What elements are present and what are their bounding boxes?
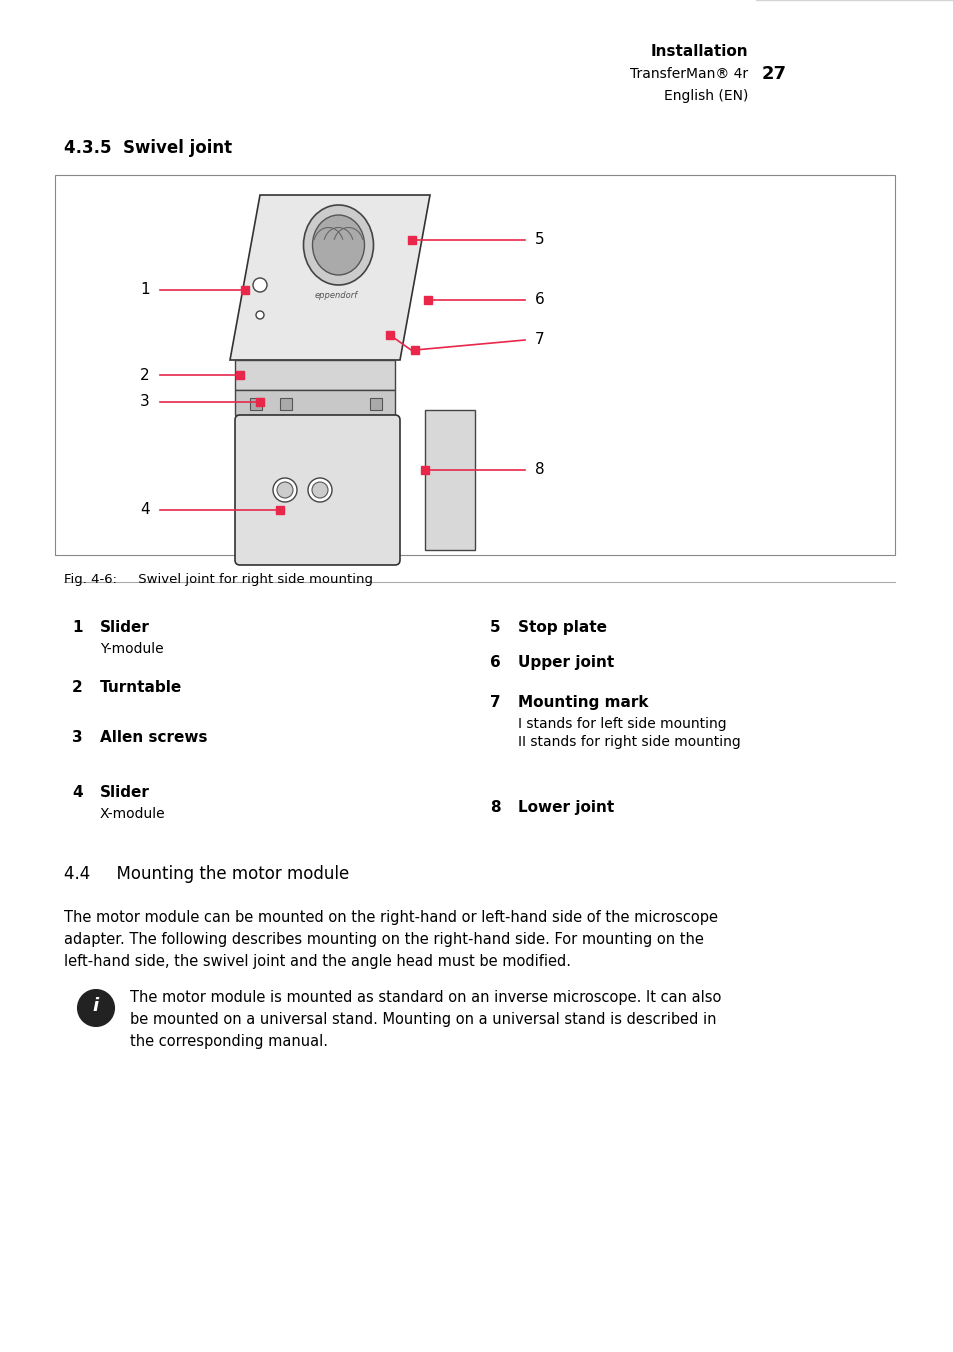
Bar — [241, 287, 249, 293]
Text: 4.3.5  Swivel joint: 4.3.5 Swivel joint — [64, 139, 232, 157]
Text: The motor module can be mounted on the right-hand or left-hand side of the micro: The motor module can be mounted on the r… — [64, 910, 718, 925]
Text: 5: 5 — [535, 233, 544, 247]
Circle shape — [276, 483, 293, 498]
Text: Allen screws: Allen screws — [100, 730, 208, 745]
Polygon shape — [230, 195, 430, 360]
Text: Slider: Slider — [100, 786, 150, 800]
Circle shape — [273, 479, 296, 502]
Text: 8: 8 — [535, 462, 544, 477]
Text: i: i — [92, 996, 99, 1015]
Bar — [275, 506, 284, 514]
Text: Fig. 4-6:     Swivel joint for right side mounting: Fig. 4-6: Swivel joint for right side mo… — [64, 573, 373, 587]
Bar — [250, 397, 262, 410]
Text: 1: 1 — [140, 283, 150, 297]
Text: 1: 1 — [71, 621, 82, 635]
Text: the corresponding manual.: the corresponding manual. — [130, 1034, 328, 1049]
Text: Slider: Slider — [100, 621, 150, 635]
Text: 6: 6 — [535, 292, 544, 307]
Text: II stands for right side mounting: II stands for right side mounting — [517, 735, 740, 749]
Text: Installation: Installation — [650, 45, 747, 59]
Ellipse shape — [303, 206, 374, 285]
Text: TransferMan® 4r: TransferMan® 4r — [629, 68, 747, 81]
Text: Upper joint: Upper joint — [517, 654, 614, 671]
Circle shape — [78, 990, 113, 1026]
Text: Turntable: Turntable — [100, 680, 182, 695]
Circle shape — [253, 279, 267, 292]
Text: The motor module is mounted as standard on an inverse microscope. It can also: The motor module is mounted as standard … — [130, 990, 720, 1005]
Text: 7: 7 — [490, 695, 500, 710]
Bar — [234, 389, 395, 415]
Circle shape — [255, 311, 264, 319]
Text: 5: 5 — [490, 621, 500, 635]
Circle shape — [312, 483, 328, 498]
Text: 2: 2 — [140, 368, 150, 383]
Bar — [234, 360, 395, 389]
Bar — [424, 410, 475, 550]
Text: 3: 3 — [140, 395, 150, 410]
Text: 8: 8 — [490, 800, 500, 815]
Text: Lower joint: Lower joint — [517, 800, 614, 815]
Bar — [255, 397, 264, 406]
Text: 4.4     Mounting the motor module: 4.4 Mounting the motor module — [64, 865, 349, 883]
Text: English (EN): English (EN) — [663, 89, 747, 103]
Circle shape — [308, 479, 332, 502]
Text: left-hand side, the swivel joint and the angle head must be modified.: left-hand side, the swivel joint and the… — [64, 955, 571, 969]
Text: I stands for left side mounting: I stands for left side mounting — [517, 717, 726, 731]
Bar — [280, 397, 292, 410]
Text: Y-module: Y-module — [100, 642, 164, 656]
Text: 6: 6 — [490, 654, 500, 671]
Bar — [423, 296, 432, 304]
Text: 27: 27 — [761, 65, 786, 82]
Text: be mounted on a universal stand. Mounting on a universal stand is described in: be mounted on a universal stand. Mountin… — [130, 1013, 716, 1028]
Text: 3: 3 — [71, 730, 83, 745]
Text: 4: 4 — [71, 786, 83, 800]
Bar — [386, 331, 394, 339]
Text: X-module: X-module — [100, 807, 166, 821]
FancyBboxPatch shape — [234, 415, 399, 565]
Text: Stop plate: Stop plate — [517, 621, 606, 635]
Ellipse shape — [313, 215, 364, 274]
Text: 7: 7 — [535, 333, 544, 347]
Bar — [408, 237, 416, 243]
Bar — [420, 466, 429, 475]
Text: Mounting mark: Mounting mark — [517, 695, 648, 710]
Bar — [411, 346, 418, 354]
Text: adapter. The following describes mounting on the right-hand side. For mounting o: adapter. The following describes mountin… — [64, 932, 703, 946]
Bar — [240, 420, 395, 560]
Text: 4: 4 — [140, 503, 150, 518]
Bar — [370, 397, 381, 410]
Text: 2: 2 — [71, 680, 83, 695]
Bar — [235, 370, 244, 379]
Bar — [55, 174, 894, 556]
Text: eppendorf: eppendorf — [314, 291, 357, 300]
